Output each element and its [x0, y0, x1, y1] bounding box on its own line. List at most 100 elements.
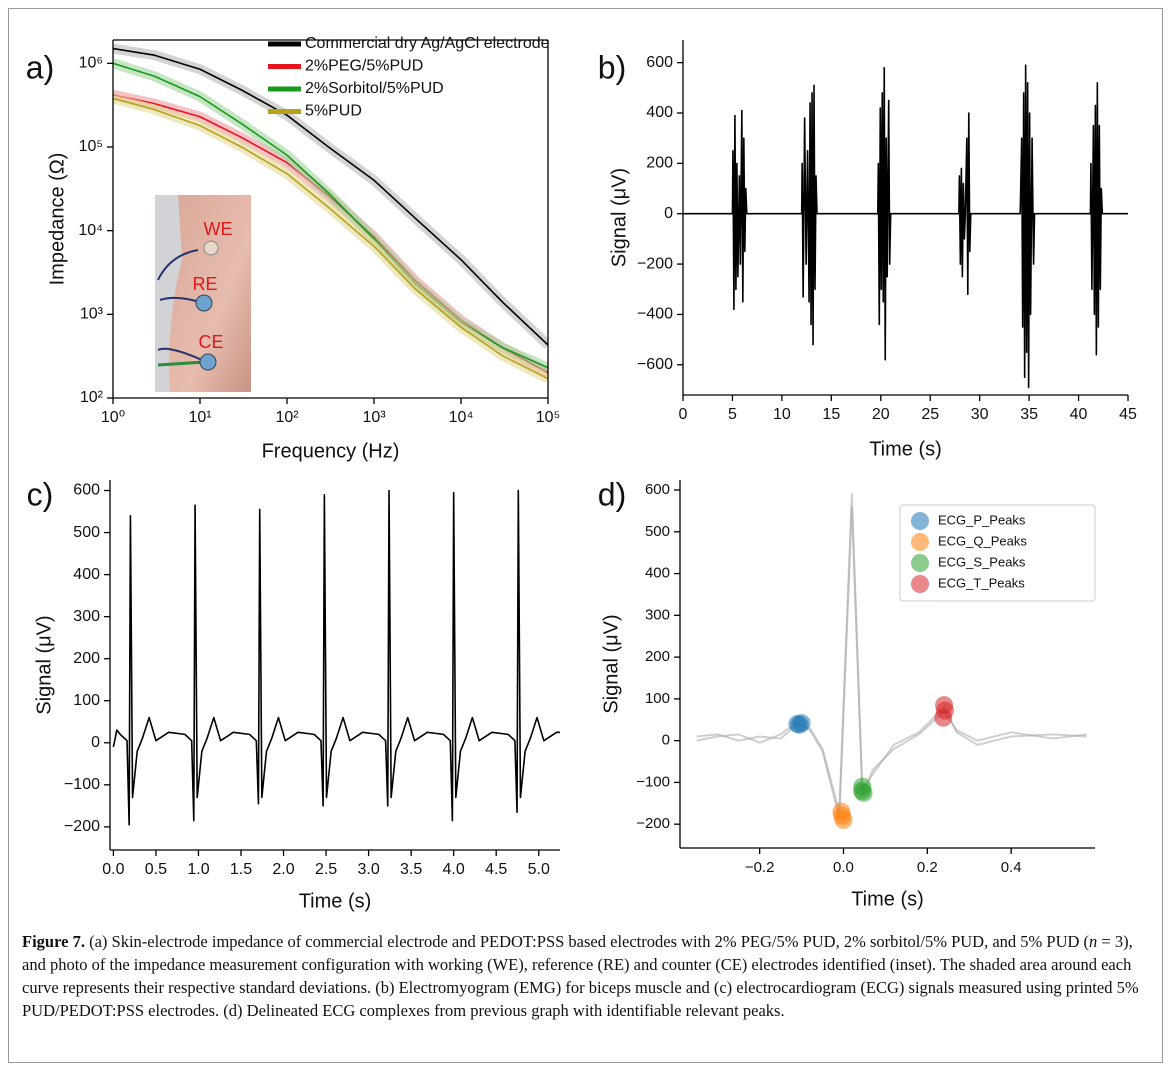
- y-tick-label: 600: [645, 481, 670, 498]
- y-tick-label: 10⁴: [78, 222, 103, 239]
- x-tick-label: 25: [921, 406, 939, 423]
- y-tick-label: 200: [645, 648, 670, 665]
- plot-area: [696, 493, 1087, 830]
- peak-marker: [790, 715, 809, 734]
- panel: b) Time (s) Signal (μV) −600 −400 −200 0 200 400…: [598, 40, 1137, 460]
- caption-variable: n: [1089, 932, 1098, 951]
- series-line: [113, 97, 548, 380]
- y-tick-label: 10²: [80, 389, 104, 406]
- legend-label: ECG_P_Peaks: [938, 512, 1026, 527]
- x-tick-label: 0.4: [1001, 859, 1022, 876]
- plot-area: [683, 64, 1128, 389]
- x-axis-label: Time (s): [299, 890, 372, 912]
- x-tick-label: 10⁰: [101, 409, 125, 426]
- panel-letter: b): [598, 49, 626, 85]
- panel: c) Time (s) Signal (μV) −200 −100 0 100 200 300 4…: [27, 476, 560, 912]
- x-tick-label: 20: [872, 406, 890, 423]
- y-tick-label: 10⁵: [79, 138, 103, 155]
- y-tick-label: 500: [645, 523, 670, 540]
- x-axis-label: Time (s): [851, 888, 924, 910]
- legend-label: ECG_Q_Peaks: [938, 533, 1027, 548]
- y-tick-label: −100: [64, 776, 100, 793]
- legend-marker: [911, 575, 929, 593]
- y-tick-label: −200: [64, 818, 100, 835]
- y-tick-label: 400: [645, 565, 670, 582]
- legend-label: 2%Sorbitol/5%PUD: [305, 80, 444, 97]
- x-tick-label: 2.5: [315, 861, 337, 878]
- x-tick-label: 35: [1020, 406, 1038, 423]
- x-tick-label: 45: [1119, 406, 1137, 423]
- y-tick-label: 200: [646, 155, 673, 172]
- peak-marker: [852, 781, 871, 800]
- x-tick-label: 30: [971, 406, 989, 423]
- plot-area: [113, 43, 548, 384]
- y-axis-label: Signal (μV): [608, 168, 630, 267]
- x-tick-label: 0.0: [833, 859, 854, 876]
- x-axis-label: Time (s): [869, 438, 942, 460]
- caption: Figure 7. (a) Skin-electrode impedance o…: [22, 930, 1147, 1022]
- y-tick-label: 100: [73, 692, 100, 709]
- x-tick-label: 10: [773, 406, 791, 423]
- figure: a) Frequency (Hz) Impedance (Ω) 10² 10³ 10⁴ 10…: [26, 35, 1137, 912]
- x-tick-label: 40: [1070, 406, 1088, 423]
- legend-label: 5%PUD: [305, 103, 362, 120]
- x-tick-label: 2.0: [272, 861, 294, 878]
- x-tick-label: 0.5: [145, 861, 167, 878]
- y-tick-label: 100: [645, 690, 670, 707]
- legend-box: [899, 504, 1096, 602]
- legend-marker: [911, 512, 929, 530]
- y-tick-label: −100: [636, 773, 670, 790]
- y-tick-label: 400: [646, 104, 673, 121]
- y-tick-label: 10⁶: [79, 55, 103, 72]
- y-tick-label: −600: [637, 356, 673, 373]
- panel: d) Time (s) Signal (μV) −200 −100 0 100 200 300 4…: [598, 476, 1096, 910]
- x-tick-label: 4.5: [485, 861, 507, 878]
- caption-label: Figure 7.: [22, 932, 85, 951]
- y-tick-label: −200: [636, 815, 670, 832]
- y-axis-label: Signal (μV): [33, 615, 55, 714]
- series-line: [112, 489, 560, 826]
- y-tick-label: −400: [637, 306, 673, 323]
- caption-text: (a) Skin-electrode impedance of commerci…: [89, 932, 1090, 951]
- series-line: [113, 47, 548, 346]
- x-tick-label: 4.0: [443, 861, 465, 878]
- y-tick-label: 0: [91, 734, 100, 751]
- x-tick-label: 10⁴: [449, 409, 474, 426]
- inset-label: WE: [204, 219, 233, 239]
- legend-marker: [911, 554, 929, 572]
- x-tick-label: 3.0: [357, 861, 379, 878]
- x-tick-label: 10³: [362, 409, 386, 426]
- y-tick-label: 400: [73, 566, 100, 583]
- inset-label: RE: [192, 274, 217, 294]
- x-tick-label: 0: [679, 406, 688, 423]
- x-tick-label: 0.2: [917, 859, 938, 876]
- y-tick-label: 500: [73, 524, 100, 541]
- y-tick-label: −200: [637, 255, 673, 272]
- y-tick-label: 300: [73, 608, 100, 625]
- x-tick-label: 10⁵: [536, 409, 560, 426]
- legend-label: ECG_S_Peaks: [938, 554, 1026, 569]
- series-line: [696, 505, 1087, 819]
- x-tick-label: 15: [822, 406, 840, 423]
- x-tick-label: 0.0: [102, 861, 124, 878]
- legend-label: 2%PEG/5%PUD: [305, 58, 423, 75]
- x-tick-label: 5: [728, 406, 737, 423]
- panel-letter: d): [598, 476, 626, 512]
- x-tick-label: 10²: [275, 409, 299, 426]
- panel: a) Frequency (Hz) Impedance (Ω) 10² 10³ 10⁴ 10…: [26, 35, 560, 462]
- x-tick-label: 10¹: [188, 409, 211, 426]
- y-tick-label: 600: [646, 54, 673, 71]
- plot-area: [112, 489, 560, 826]
- x-tick-label: 1.0: [187, 861, 209, 878]
- legend-label: Commercial dry Ag/AgCl electrode: [305, 35, 550, 52]
- inset-photo: WE RE CE: [155, 195, 251, 392]
- panel-letter: c): [27, 476, 54, 512]
- figure-frame: [8, 8, 1163, 1063]
- x-tick-label: 5.0: [528, 861, 550, 878]
- legend-marker: [911, 533, 929, 551]
- series-line: [683, 64, 1128, 389]
- y-tick-label: 600: [73, 482, 100, 499]
- y-tick-label: 0: [662, 732, 670, 749]
- y-tick-label: 200: [73, 650, 100, 667]
